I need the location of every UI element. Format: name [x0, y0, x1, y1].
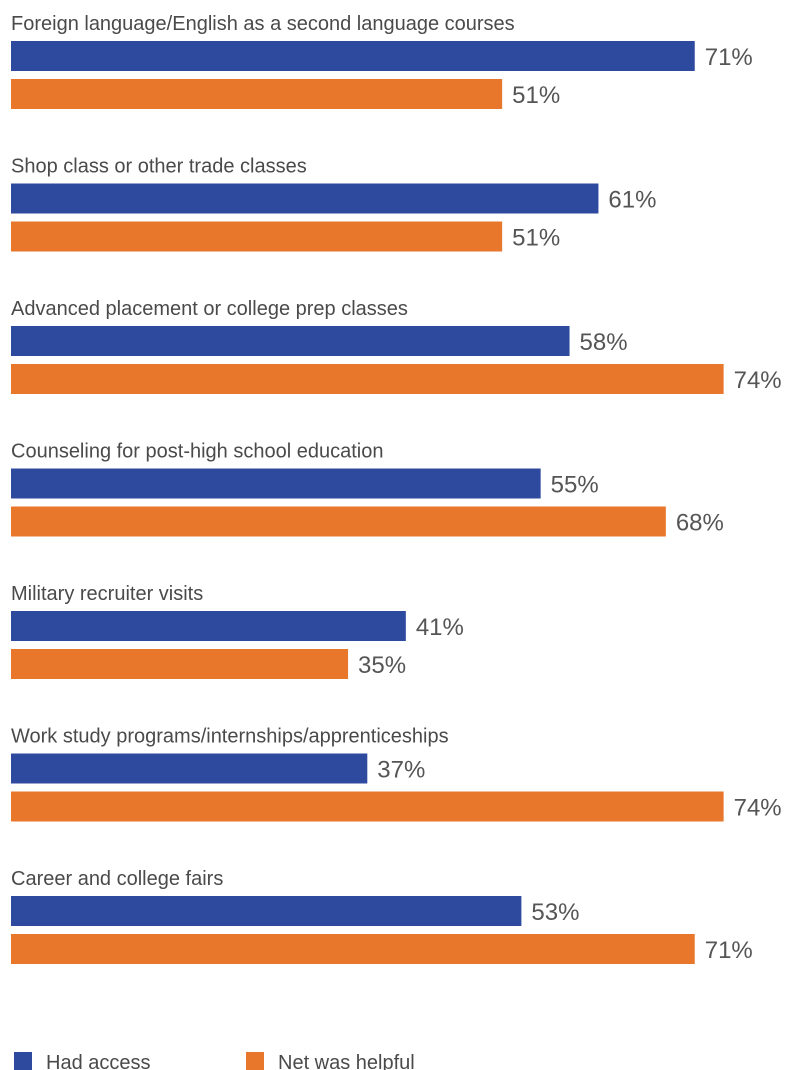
data-label: 71%	[705, 937, 753, 964]
data-label: 58%	[580, 329, 628, 356]
category-label: Counseling for post-high school educatio…	[11, 441, 383, 463]
bar-had-access	[11, 896, 522, 926]
legend-label: Had access	[46, 1052, 151, 1070]
legend-item: Had access	[14, 1052, 151, 1070]
category-group: Shop class or other trade classes 61% 51%	[11, 156, 656, 252]
data-label: 51%	[512, 225, 560, 252]
category-label: Advanced placement or college prep class…	[11, 298, 408, 320]
bar-had-access	[11, 183, 599, 214]
category-group: Foreign language/English as a second lan…	[11, 13, 753, 109]
bar-net-was-helpful	[11, 791, 724, 822]
bar-had-access	[11, 326, 570, 356]
data-label: 35%	[358, 652, 406, 679]
category-label: Foreign language/English as a second lan…	[11, 13, 515, 35]
category-label: Work study programs/internships/apprenti…	[11, 726, 449, 748]
data-label: 55%	[551, 472, 599, 499]
data-label: 71%	[705, 44, 753, 71]
category-group: Military recruiter visits 41% 35%	[11, 583, 464, 679]
chart-legend: Had access Net was helpful	[14, 1052, 415, 1070]
category-group: Advanced placement or college prep class…	[11, 298, 782, 394]
category-group: Counseling for post-high school educatio…	[11, 441, 724, 537]
bar-net-was-helpful	[11, 649, 349, 679]
data-label: 68%	[676, 510, 724, 537]
bar-had-access	[11, 611, 406, 641]
bar-net-was-helpful	[11, 506, 666, 537]
bar-net-was-helpful	[11, 221, 503, 252]
bar-had-access	[11, 41, 695, 71]
data-label: 41%	[416, 614, 464, 641]
legend-label: Net was helpful	[278, 1052, 415, 1070]
data-label: 74%	[734, 367, 782, 394]
bar-net-was-helpful	[11, 934, 695, 964]
legend-swatch	[14, 1052, 32, 1070]
bar-had-access	[11, 753, 368, 784]
bar-net-was-helpful	[11, 364, 724, 394]
category-label: Career and college fairs	[11, 868, 223, 890]
data-label: 51%	[512, 82, 560, 109]
category-label: Shop class or other trade classes	[11, 156, 307, 178]
category-group: Career and college fairs 53% 71%	[11, 868, 753, 964]
category-group: Work study programs/internships/apprenti…	[11, 726, 782, 822]
data-label: 74%	[734, 795, 782, 822]
bar-net-was-helpful	[11, 79, 503, 109]
chart-categories: Foreign language/English as a second lan…	[11, 13, 782, 964]
data-label: 61%	[608, 187, 656, 214]
data-label: 53%	[531, 899, 579, 926]
category-label: Military recruiter visits	[11, 583, 203, 605]
legend-item: Net was helpful	[246, 1052, 415, 1070]
data-label: 37%	[377, 757, 425, 784]
bar-had-access	[11, 468, 541, 499]
legend-swatch	[246, 1052, 264, 1070]
